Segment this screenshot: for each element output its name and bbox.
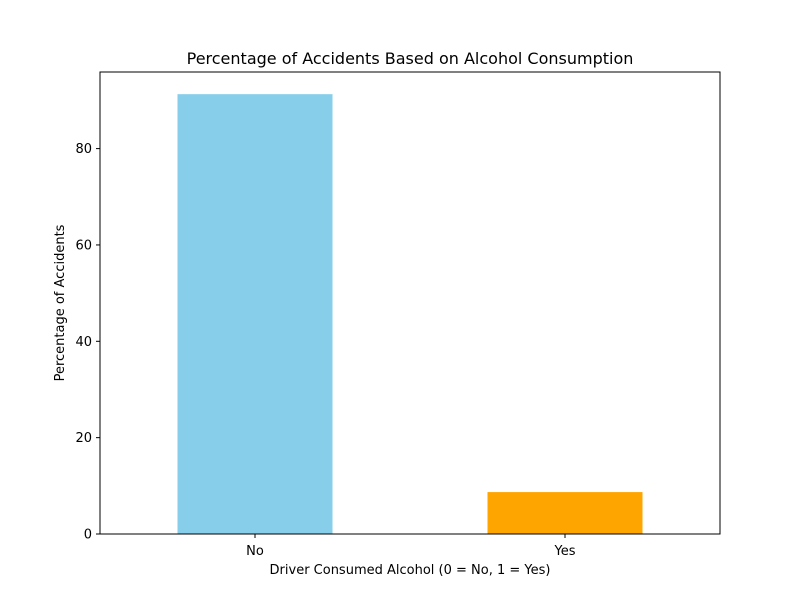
x-axis-label: Driver Consumed Alcohol (0 = No, 1 = Yes… [270,563,551,578]
y-tick-label: 60 [75,238,92,253]
y-tick-label: 20 [75,431,92,446]
x-axis: No Yes [246,534,576,559]
x-tick-label: No [246,544,264,559]
y-tick-label: 40 [75,335,92,350]
chart-title: Percentage of Accidents Based on Alcohol… [187,49,634,68]
x-tick-label: Yes [554,544,576,559]
y-tick-label: 0 [84,528,92,543]
y-axis-label: Percentage of Accidents [53,224,68,381]
y-axis: 0 20 40 60 80 [75,142,100,543]
bars-layer [177,94,643,534]
bar-no [177,94,333,534]
bar-yes [487,492,643,534]
y-tick-label: 80 [75,142,92,157]
plot-frame [99,71,721,535]
